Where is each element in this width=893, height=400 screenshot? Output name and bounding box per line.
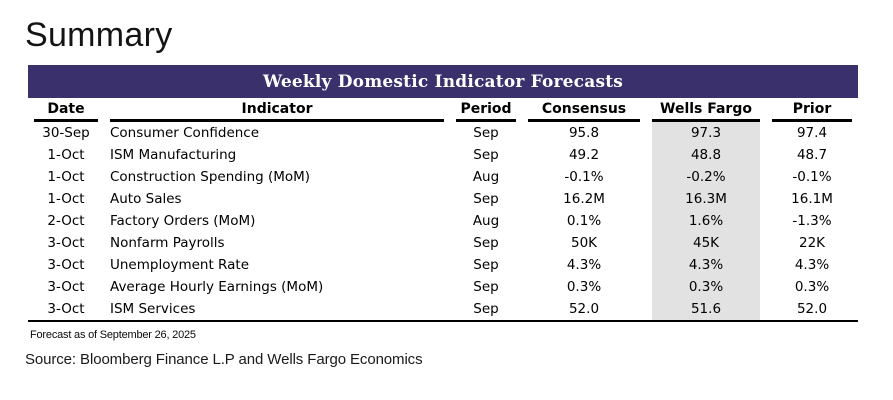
indicator-cell: Construction Spending (MoM): [110, 169, 311, 185]
date-cell: 3-Oct: [47, 235, 85, 251]
consensus-cell: 95.8: [568, 125, 600, 141]
wells-fargo-cell: 97.3: [652, 122, 760, 144]
indicator-cell: Auto Sales: [110, 191, 182, 207]
prior-cell: 48.7: [796, 147, 828, 163]
wells-fargo-cell: 48.8: [652, 144, 760, 166]
wells-fargo-cell: 51.6: [652, 298, 760, 320]
table-row: 30-Sep Consumer Confidence Sep 95.8 97.3…: [28, 122, 858, 144]
forecast-footnote: Forecast as of September 26, 2025: [30, 329, 196, 341]
period-cell: Aug: [472, 213, 500, 229]
table-row: 1-Oct Auto Sales Sep 16.2M 16.3M 16.1M: [28, 188, 858, 210]
date-cell: 1-Oct: [47, 169, 85, 185]
wells-fargo-cell: 45K: [652, 232, 760, 254]
column-header-consensus: Consensus: [528, 99, 640, 122]
period-cell: Sep: [473, 257, 499, 273]
column-header-wells-fargo: Wells Fargo: [652, 99, 760, 122]
consensus-cell: 0.1%: [566, 213, 602, 229]
indicator-cell: Average Hourly Earnings (MoM): [110, 279, 324, 295]
indicator-cell: Unemployment Rate: [110, 257, 250, 273]
prior-cell: -1.3%: [792, 213, 832, 229]
table-bottom-rule: [28, 320, 858, 322]
period-cell: Sep: [473, 235, 499, 251]
period-cell: Aug: [472, 169, 500, 185]
indicator-cell: Consumer Confidence: [110, 125, 260, 141]
date-cell: 3-Oct: [47, 257, 85, 273]
wells-fargo-cell: 4.3%: [652, 254, 760, 276]
prior-cell: -0.1%: [792, 169, 832, 185]
date-cell: 1-Oct: [47, 191, 85, 207]
source-attribution: Source: Bloomberg Finance L.P and Wells …: [25, 351, 423, 368]
table-row: 3-Oct Unemployment Rate Sep 4.3% 4.3% 4.…: [28, 254, 858, 276]
wells-fargo-cell: 16.3M: [652, 188, 760, 210]
forecast-report: Weekly Domestic Indicator Forecasts Date…: [28, 65, 858, 341]
table-row: 3-Oct Nonfarm Payrolls Sep 50K 45K 22K: [28, 232, 858, 254]
prior-cell: 0.3%: [794, 279, 830, 295]
summary-page: Summary Weekly Domestic Indicator Foreca…: [25, 16, 858, 368]
period-cell: Sep: [473, 279, 499, 295]
date-cell: 2-Oct: [47, 213, 85, 229]
consensus-cell: 16.2M: [563, 191, 605, 207]
prior-cell: 22K: [798, 235, 826, 251]
period-cell: Sep: [473, 147, 499, 163]
prior-cell: 4.3%: [794, 257, 830, 273]
indicator-cell: ISM Manufacturing: [110, 147, 237, 163]
table-row: 3-Oct Average Hourly Earnings (MoM) Sep …: [28, 276, 858, 298]
date-cell: 3-Oct: [47, 301, 85, 317]
indicator-cell: Nonfarm Payrolls: [110, 235, 225, 251]
consensus-cell: -0.1%: [564, 169, 604, 185]
table-row: 1-Oct ISM Manufacturing Sep 49.2 48.8 48…: [28, 144, 858, 166]
table-title: Weekly Domestic Indicator Forecasts: [262, 71, 624, 92]
date-cell: 3-Oct: [47, 279, 85, 295]
consensus-cell: 49.2: [568, 147, 600, 163]
column-header-period: Period: [456, 99, 516, 122]
table-body: 30-Sep Consumer Confidence Sep 95.8 97.3…: [28, 122, 858, 320]
header-row: Date Indicator Period Consensus Wells Fa…: [28, 99, 858, 122]
column-header-indicator: Indicator: [110, 99, 444, 122]
wells-fargo-cell: 0.3%: [652, 276, 760, 298]
consensus-cell: 50K: [570, 235, 598, 251]
table-title-bar: Weekly Domestic Indicator Forecasts: [28, 65, 858, 98]
table-row: 3-Oct ISM Services Sep 52.0 51.6 52.0: [28, 298, 858, 320]
date-cell: 1-Oct: [47, 147, 85, 163]
table-row: 2-Oct Factory Orders (MoM) Aug 0.1% 1.6%…: [28, 210, 858, 232]
prior-cell: 52.0: [796, 301, 828, 317]
consensus-cell: 52.0: [568, 301, 600, 317]
wells-fargo-cell: 1.6%: [652, 210, 760, 232]
indicator-cell: Factory Orders (MoM): [110, 213, 256, 229]
period-cell: Sep: [473, 191, 499, 207]
date-cell: 30-Sep: [42, 125, 90, 141]
indicator-cell: ISM Services: [110, 301, 196, 317]
period-cell: Sep: [473, 125, 499, 141]
table-header: Date Indicator Period Consensus Wells Fa…: [28, 99, 858, 122]
period-cell: Sep: [473, 301, 499, 317]
column-header-date: Date: [34, 99, 98, 122]
consensus-cell: 4.3%: [566, 257, 602, 273]
column-header-prior: Prior: [772, 99, 852, 122]
prior-cell: 16.1M: [791, 191, 833, 207]
page-title: Summary: [25, 16, 173, 54]
prior-cell: 97.4: [796, 125, 828, 141]
forecast-table: Date Indicator Period Consensus Wells Fa…: [28, 99, 858, 320]
consensus-cell: 0.3%: [566, 279, 602, 295]
table-row: 1-Oct Construction Spending (MoM) Aug -0…: [28, 166, 858, 188]
wells-fargo-cell: -0.2%: [652, 166, 760, 188]
